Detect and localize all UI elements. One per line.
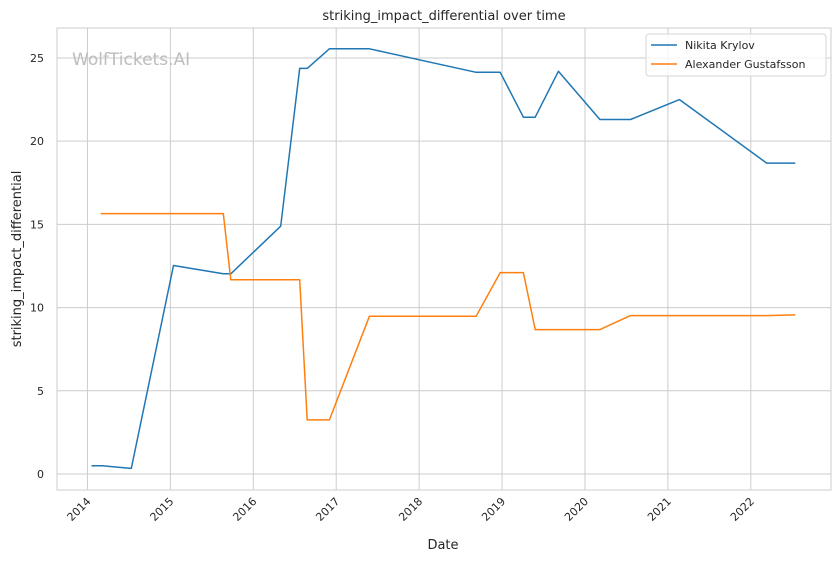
grid [57,28,831,490]
watermark: WolfTickets.AI [72,50,190,70]
y-tick-label: 5 [37,385,44,398]
chart-title: striking_impact_differential over time [322,9,565,24]
x-tick-label: 2017 [313,495,342,524]
x-tick-label: 2022 [728,495,757,524]
x-tick-label: 2015 [147,495,176,524]
y-tick-label: 20 [30,135,44,148]
y-tick-labels: 0 5 10 15 20 25 [30,52,44,481]
y-axis-label: striking_impact_differential [10,171,25,348]
legend-label: Nikita Krylov [685,39,755,52]
series-lines [91,48,796,470]
y-tick-label: 10 [30,302,44,315]
y-tick-label: 0 [37,468,44,481]
x-tick-label: 2014 [65,495,94,524]
x-tick-label: 2018 [396,495,425,524]
x-tick-labels: 2014 2015 2016 2017 2018 2019 2020 2021 2022 [65,495,757,524]
y-tick-label: 15 [30,218,44,231]
plot-frame [56,27,832,491]
series-line-alexander-gustafsson [100,212,796,421]
x-tick-label: 2019 [479,495,508,524]
legend-box [645,33,827,77]
x-tick-label: 2020 [562,495,591,524]
x-axis-label: Date [427,538,458,553]
legend: Nikita Krylov Alexander Gustafsson [645,33,827,77]
y-tick-label: 25 [30,52,44,65]
series-line-nikita-krylov [91,48,796,470]
legend-label: Alexander Gustafsson [685,58,805,71]
x-tick-label: 2021 [645,495,674,524]
x-tick-label: 2016 [230,495,259,524]
